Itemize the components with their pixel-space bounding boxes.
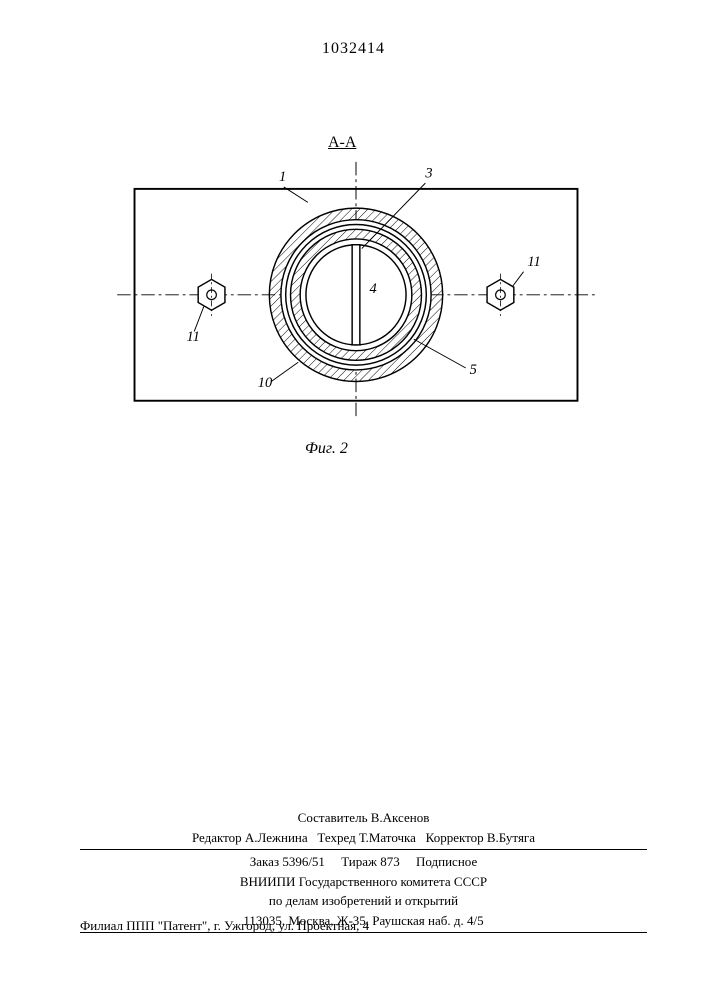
org2: по делам изобретений и открытий [80, 891, 647, 911]
divider [80, 849, 647, 850]
svg-text:11: 11 [187, 329, 200, 345]
corrector: Корректор В.Бутяга [426, 830, 535, 845]
order: Заказ 5396/51 [250, 854, 325, 869]
svg-text:11: 11 [527, 254, 540, 270]
svg-text:5: 5 [470, 362, 477, 378]
footer: Филиал ППП "Патент", г. Ужгород, ул. Про… [80, 918, 647, 934]
order-line: Заказ 5396/51 Тираж 873 Подписное [80, 852, 647, 872]
print-run: Тираж 873 [341, 854, 400, 869]
staff-line: Редактор А.Лежнина Техред Т.Маточка Корр… [80, 828, 647, 848]
branch: Филиал ППП "Патент", г. Ужгород, ул. Про… [80, 918, 369, 933]
credits-block: Составитель В.Аксенов Редактор А.Лежнина… [80, 808, 647, 935]
compiler-line: Составитель В.Аксенов [80, 808, 647, 828]
document-number: 1032414 [0, 40, 707, 58]
figure-label: Фиг. 2 [305, 440, 348, 458]
svg-text:3: 3 [424, 165, 432, 181]
org1: ВНИИПИ Государственного комитета СССР [80, 872, 647, 892]
editor: Редактор А.Лежнина [192, 830, 308, 845]
svg-text:4: 4 [369, 281, 376, 297]
svg-text:10: 10 [258, 375, 273, 391]
tech: Техред Т.Маточка [317, 830, 416, 845]
page: 1032414 А-А 1 3 4 5 10 11 11 Фиг. 2 Составител… [0, 0, 707, 1000]
svg-text:1: 1 [279, 169, 286, 185]
section-label: А-А [328, 134, 356, 152]
subscription: Подписное [416, 854, 477, 869]
figure-2-diagram: 1 3 4 5 10 11 11 [106, 160, 606, 425]
